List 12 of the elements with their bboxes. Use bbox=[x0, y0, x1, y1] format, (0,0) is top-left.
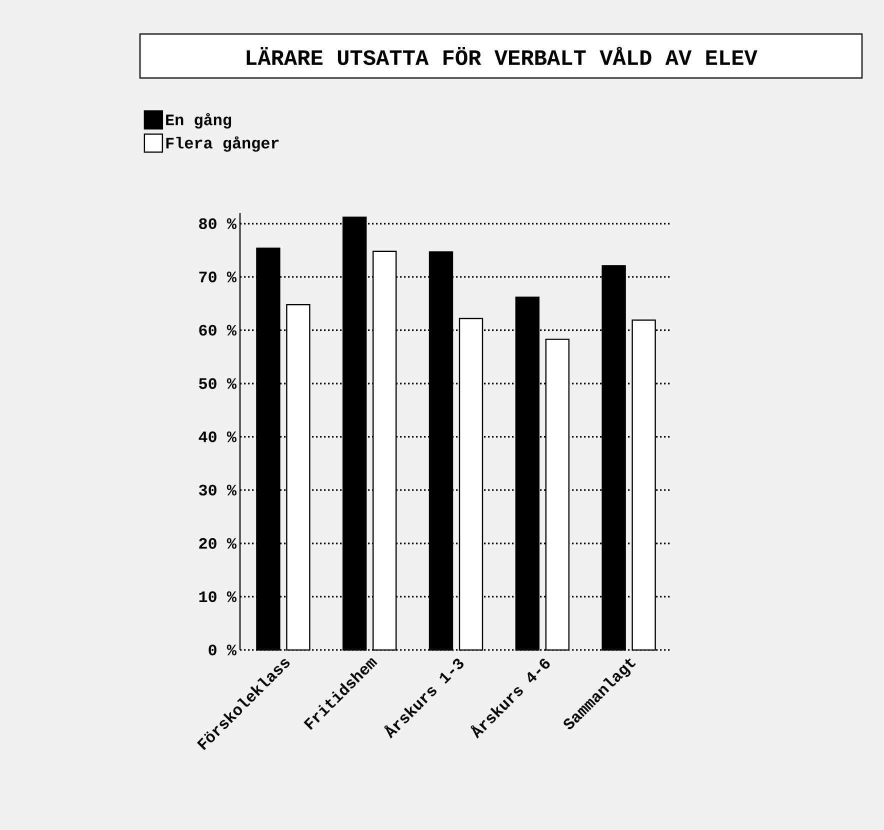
legend-label: En gång bbox=[166, 113, 232, 129]
y-tick-label: 30 % bbox=[198, 484, 236, 496]
y-tick-label: 0 % bbox=[208, 644, 236, 656]
chart-title: LÄRARE UTSATTA FÖR VERBALT VÅLD AV ELEV bbox=[246, 46, 758, 66]
y-tick-label: 80 % bbox=[199, 218, 236, 230]
legend-label: Flera gånger bbox=[166, 136, 279, 152]
y-tick-label: 50 % bbox=[199, 378, 236, 389]
y-tick-label: 20 % bbox=[199, 538, 236, 549]
y-tick-label: 40 % bbox=[198, 431, 236, 442]
y-tick-label: 70 % bbox=[199, 272, 236, 282]
y-tick-label: 10 % bbox=[199, 591, 236, 602]
y-tick-label: 60 % bbox=[199, 324, 236, 336]
